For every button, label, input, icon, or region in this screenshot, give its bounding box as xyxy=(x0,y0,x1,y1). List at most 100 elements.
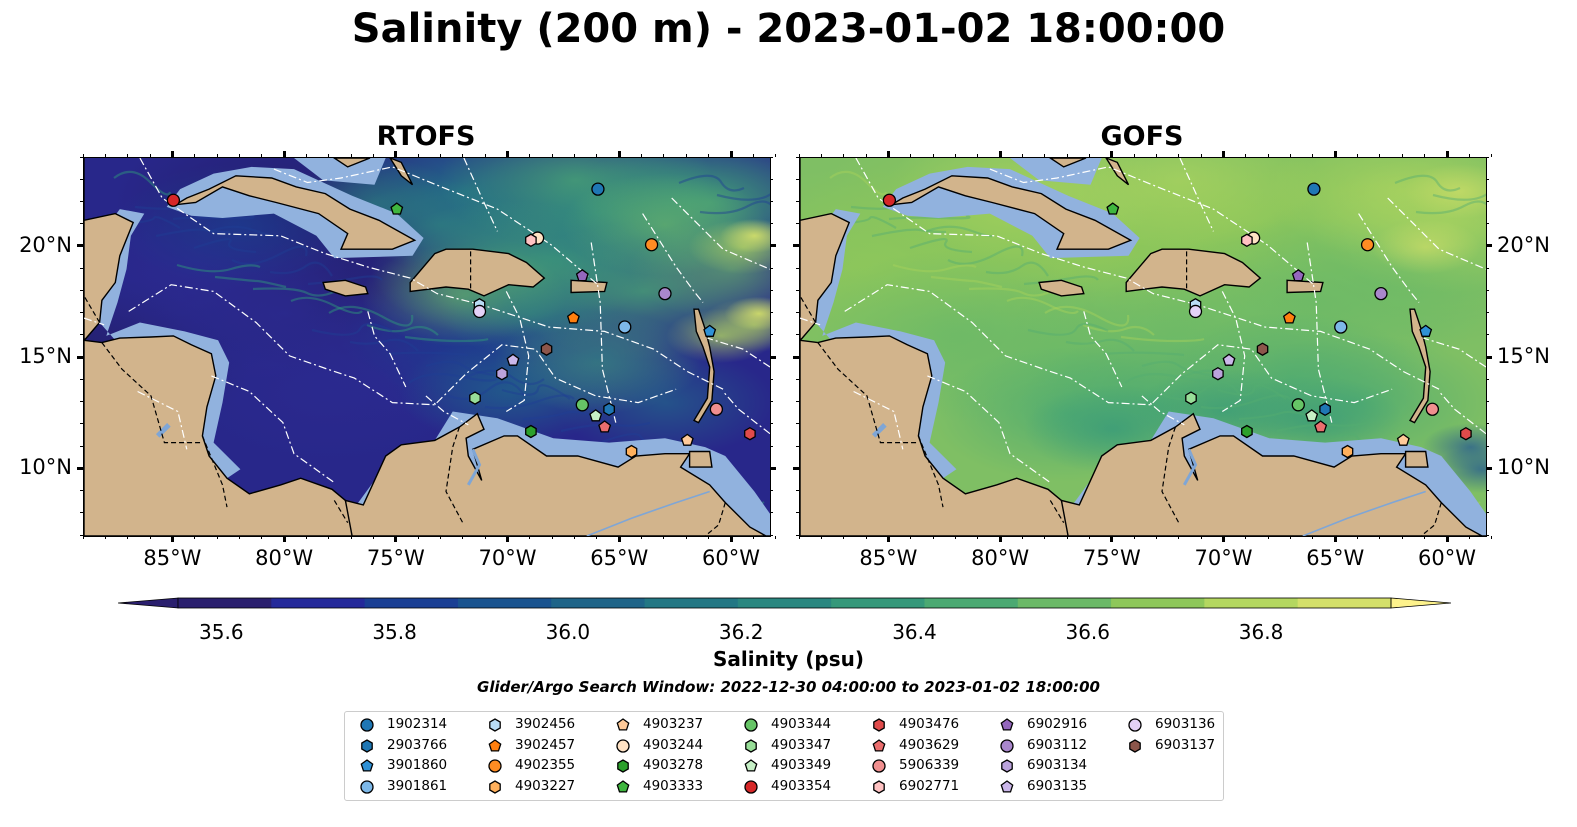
minor-tick xyxy=(574,154,576,157)
minor-tick xyxy=(1111,536,1113,539)
minor-tick xyxy=(80,334,83,336)
minor-tick xyxy=(574,536,576,539)
country-border xyxy=(1161,426,1181,526)
minor-tick xyxy=(1021,154,1023,157)
minor-tick xyxy=(1223,536,1225,539)
minor-tick xyxy=(1401,154,1403,157)
legend-marker xyxy=(488,759,502,773)
minor-tick xyxy=(796,245,799,247)
minor-tick xyxy=(171,154,173,157)
colorbar-bin xyxy=(924,598,1019,608)
minor-tick xyxy=(865,536,867,539)
circle-marker-icon xyxy=(872,759,886,773)
search-window-text: Glider/Argo Search Window: 2022-12-30 04… xyxy=(477,678,1100,696)
colorbar-bin xyxy=(644,598,739,608)
circle-marker-icon xyxy=(360,718,374,732)
minor-tick xyxy=(954,154,956,157)
minor-tick xyxy=(730,536,732,539)
eez-boundary xyxy=(84,317,105,326)
land-cuba xyxy=(891,175,1133,250)
legend-marker xyxy=(872,759,886,773)
float-4902355 xyxy=(644,238,659,252)
minor-tick xyxy=(305,154,307,157)
minor-tick xyxy=(770,467,773,469)
minor-tick xyxy=(1088,154,1090,157)
y-tick-label-right: 20°N xyxy=(1497,232,1550,257)
minor-tick xyxy=(770,245,773,247)
minor-tick xyxy=(1468,154,1470,157)
minor-tick xyxy=(261,536,263,539)
float-6902916 xyxy=(1291,268,1305,282)
minor-tick xyxy=(770,334,773,336)
float-5906339 xyxy=(1425,402,1440,416)
eez-boundary xyxy=(367,311,407,388)
float-4903629 xyxy=(1314,420,1328,433)
minor-tick xyxy=(796,490,799,492)
hexagon-marker-icon xyxy=(617,759,629,773)
minor-tick xyxy=(80,356,83,358)
minor-tick xyxy=(149,536,151,539)
minor-tick xyxy=(618,154,620,157)
country-border xyxy=(445,426,465,526)
legend-label: 4903227 xyxy=(515,777,576,794)
minor-tick xyxy=(1486,289,1489,291)
minor-tick xyxy=(843,536,845,539)
gofs-map[interactable] xyxy=(799,157,1487,537)
x-tick-label: 85°W xyxy=(859,546,918,570)
colorbar-bin xyxy=(1111,598,1205,608)
float-4903476 xyxy=(1460,426,1472,441)
colorbar-tick-label: 36.8 xyxy=(1238,620,1284,644)
minor-tick xyxy=(596,154,598,157)
legend-marker xyxy=(489,779,501,794)
float-6903136 xyxy=(472,304,487,319)
minor-tick xyxy=(932,536,934,539)
legend-label: 3901861 xyxy=(387,777,448,794)
minor-tick xyxy=(507,536,509,539)
minor-tick xyxy=(796,534,799,536)
colorbar-tick-label: 36.6 xyxy=(1065,620,1111,644)
legend-marker xyxy=(360,718,374,732)
rtofs-map[interactable] xyxy=(83,157,771,537)
x-tick-label: 80°W xyxy=(971,546,1030,570)
legend-marker xyxy=(617,759,629,773)
float-1902314 xyxy=(1307,182,1321,196)
colorbar-tick-label: 36.4 xyxy=(892,620,937,644)
minor-tick xyxy=(328,154,330,157)
legend-label: 3902457 xyxy=(515,736,576,753)
float-4903354 xyxy=(882,193,897,207)
minor-tick xyxy=(685,154,687,157)
minor-tick xyxy=(796,467,799,469)
float-6902771 xyxy=(1241,233,1253,248)
minor-tick xyxy=(730,154,732,157)
lake-maracaibo xyxy=(466,448,482,486)
float-4903227 xyxy=(625,444,638,459)
minor-tick xyxy=(843,154,845,157)
pentagon-marker-icon xyxy=(1000,718,1014,731)
minor-tick xyxy=(770,312,773,314)
eez-boundary xyxy=(800,317,821,326)
minor-tick xyxy=(1486,378,1489,380)
minor-tick xyxy=(1021,536,1023,539)
land-hispaniola xyxy=(409,248,546,297)
minor-tick xyxy=(1245,154,1247,157)
float-6903135 xyxy=(1222,353,1236,366)
minor-tick xyxy=(865,154,867,157)
y-tick-right xyxy=(1486,466,1492,470)
land-jamaica xyxy=(322,279,369,297)
legend-label: 4903476 xyxy=(899,716,960,732)
lake-maracaibo xyxy=(1182,448,1198,486)
country-border xyxy=(800,295,817,323)
minor-tick xyxy=(1156,536,1158,539)
minor-tick xyxy=(440,154,442,157)
minor-tick xyxy=(194,154,196,157)
minor-tick xyxy=(1401,536,1403,539)
minor-tick xyxy=(80,178,83,180)
legend-label: 4903347 xyxy=(771,736,832,753)
float-4903349 xyxy=(1305,409,1319,422)
minor-tick xyxy=(770,356,773,358)
minor-tick xyxy=(80,512,83,514)
pentagon-marker-icon xyxy=(488,738,502,752)
minor-tick xyxy=(80,223,83,225)
hexagon-marker-icon xyxy=(1129,738,1141,753)
minor-tick xyxy=(1486,534,1489,536)
